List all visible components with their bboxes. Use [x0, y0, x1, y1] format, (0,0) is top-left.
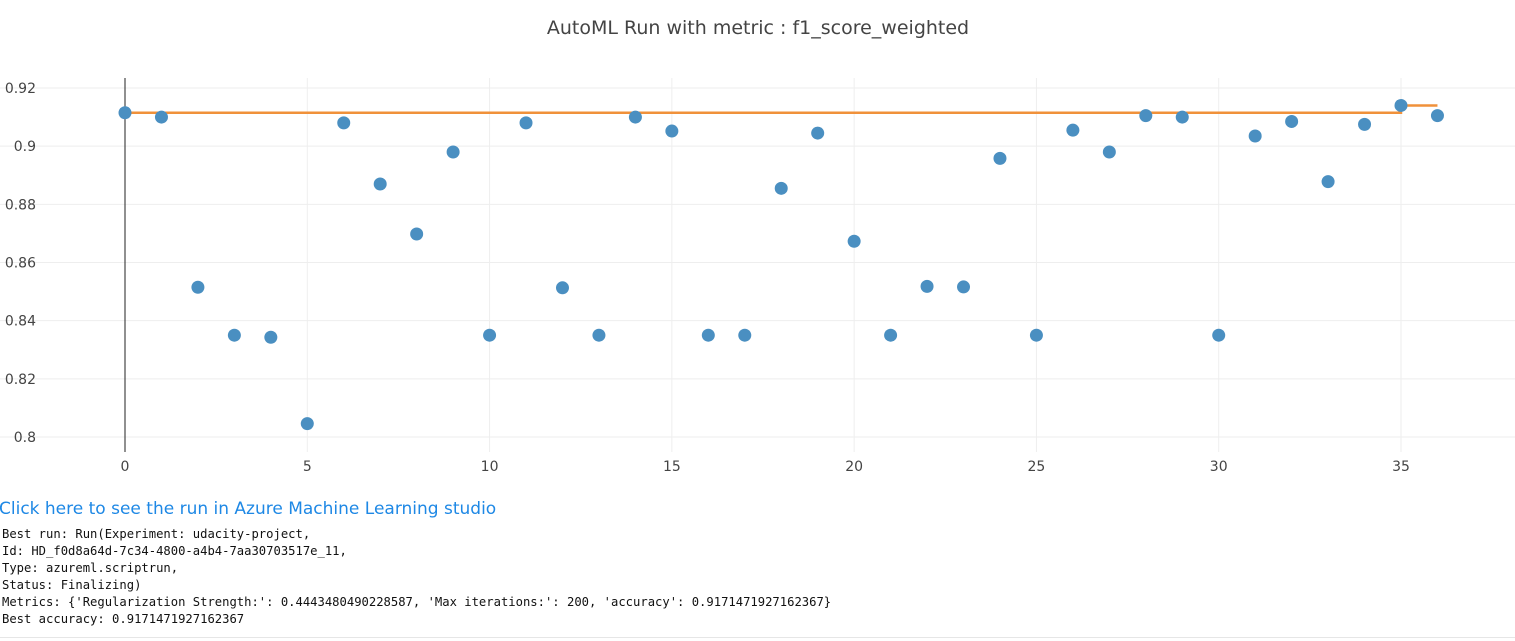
y-tick-labels: 0.8 0.82 0.84 0.86 0.88 0.9 0.92: [5, 81, 36, 446]
output-line-best-run: Best run: Run(Experiment: udacity-projec…: [2, 527, 311, 541]
run-point: [519, 116, 533, 130]
run-point: [847, 234, 861, 248]
y-tick-label: 0.92: [5, 81, 36, 97]
run-point: [1029, 328, 1043, 342]
azure-ml-studio-link[interactable]: Click here to see the run in Azure Machi…: [0, 499, 497, 519]
run-point: [118, 106, 132, 120]
run-point: [1358, 117, 1372, 131]
run-point: [957, 280, 971, 294]
run-point: [628, 110, 642, 124]
y-tick-label: 0.9: [14, 139, 36, 155]
x-tick-label: 20: [845, 459, 863, 475]
run-point: [1139, 109, 1153, 123]
run-point: [555, 281, 569, 295]
best-metric-line: [125, 104, 1438, 114]
y-tick-label: 0.82: [5, 372, 36, 388]
x-tick-label: 10: [481, 459, 499, 475]
x-tick-labels: 0 5 10 15 20 25 30 35: [121, 459, 1410, 475]
x-tick-label: 35: [1392, 459, 1410, 475]
x-tick-label: 5: [303, 459, 312, 475]
run-point: [1212, 328, 1226, 342]
y-tick-label: 0.88: [5, 197, 36, 213]
run-point: [1248, 129, 1262, 143]
run-points: [118, 98, 1444, 431]
run-point: [373, 177, 387, 191]
run-point: [483, 328, 497, 342]
run-point: [227, 328, 241, 342]
output-line-metrics: Metrics: {'Regularization Strength:': 0.…: [2, 594, 832, 609]
run-point: [884, 328, 898, 342]
run-point: [446, 145, 460, 159]
x-tick-label: 0: [121, 459, 130, 475]
y-tick-label: 0.8: [14, 430, 36, 446]
run-point: [993, 151, 1007, 165]
run-output: Best run: Run(Experiment: udacity-projec…: [2, 526, 831, 627]
run-point: [1102, 145, 1116, 159]
run-point: [154, 110, 168, 124]
run-point: [191, 280, 205, 294]
grid-lines: [0, 78, 1515, 452]
run-point: [592, 328, 606, 342]
best-metric-step-line: [125, 104, 1438, 114]
x-tick-label: 15: [663, 459, 681, 475]
run-point: [410, 227, 424, 241]
chart-title: AutoML Run with metric : f1_score_weight…: [547, 17, 969, 39]
y-tick-label: 0.84: [5, 314, 36, 330]
y-tick-label: 0.86: [5, 256, 36, 272]
output-line-best-accuracy: Best accuracy: 0.9171471927162367: [2, 611, 245, 626]
x-tick-label: 30: [1210, 459, 1228, 475]
run-point: [1430, 109, 1444, 123]
run-point: [1175, 110, 1189, 124]
output-line-id: Id: HD_f0d8a64d-7c34-4800-a4b4-7aa307035…: [2, 543, 347, 558]
f1-score-chart: AutoML Run with metric : f1_score_weight…: [0, 17, 1515, 475]
x-tick-label: 25: [1028, 459, 1046, 475]
run-point: [1394, 98, 1408, 112]
run-point: [701, 328, 715, 342]
bottom-divider: [0, 637, 1515, 638]
output-line-type: Type: azureml.scriptrun,: [2, 560, 179, 575]
run-point: [300, 417, 314, 431]
run-point: [1066, 123, 1080, 137]
run-point: [811, 126, 825, 140]
run-point: [1285, 114, 1299, 128]
run-point: [337, 116, 351, 130]
run-point: [1321, 175, 1335, 189]
run-point: [264, 330, 278, 344]
run-point: [738, 328, 752, 342]
run-point: [920, 279, 934, 293]
run-point: [665, 124, 679, 138]
output-line-status: Status: Finalizing): [2, 577, 142, 592]
run-point: [774, 181, 788, 195]
